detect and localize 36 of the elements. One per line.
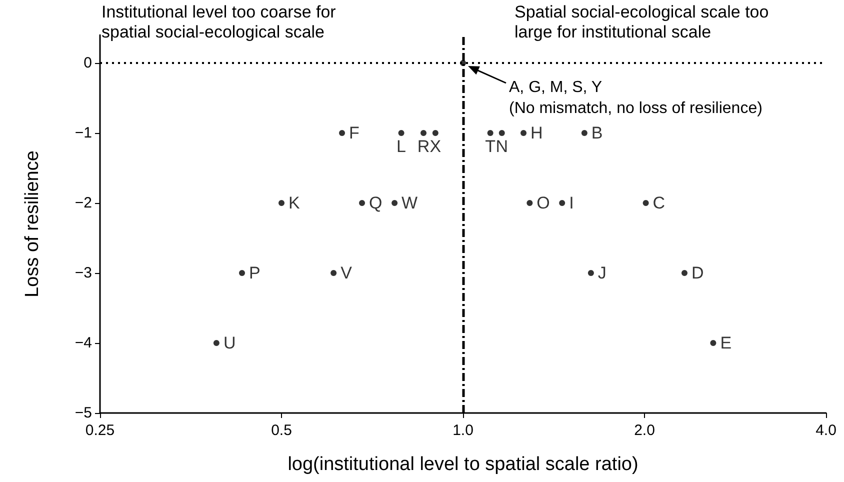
data-label: O	[536, 194, 550, 212]
data-label: W	[402, 194, 418, 212]
data-label: N	[496, 137, 508, 156]
y-tick-label: −3	[74, 264, 92, 282]
y-tick-label: −5	[74, 404, 92, 422]
data-label: V	[340, 264, 353, 282]
data-label: P	[249, 264, 260, 282]
y-tick-label: −1	[74, 124, 92, 142]
x-axis-title: log(institutional level to spatial scale ratio)	[288, 454, 638, 475]
x-tick-label: 0.5	[271, 422, 292, 439]
data-label: E	[720, 334, 732, 352]
data-label: Q	[369, 194, 382, 212]
x-tick-label: 4.0	[816, 422, 836, 439]
x-tick-label: 2.0	[634, 422, 655, 439]
data-label: J	[598, 264, 606, 282]
y-tick-label: −2	[74, 194, 92, 212]
y-tick-label: −4	[74, 334, 92, 352]
data-label: I	[569, 194, 574, 212]
data-label: X	[430, 137, 442, 156]
data-label: C	[652, 194, 666, 212]
data-label: H	[530, 124, 543, 142]
annotation: A, G, M, S, Y (No mismatch, no loss of resilience)	[509, 78, 762, 119]
data-label: R	[417, 137, 430, 156]
annotation: Institutional level too coarse for spatial social-ecological scale	[102, 2, 341, 42]
x-tick-label: 1.0	[452, 422, 474, 439]
data-label: D	[691, 264, 704, 282]
annotation: Spatial social-ecological scale too large for institutional scale	[514, 2, 774, 42]
data-label: T	[485, 137, 496, 156]
data-label: K	[288, 194, 300, 212]
x-tick-label: 0.25	[85, 422, 115, 439]
data-label: B	[591, 124, 603, 142]
data-label: F	[349, 124, 360, 142]
y-tick-label: 0	[84, 54, 92, 72]
y-axis-title: Loss of resilience	[22, 150, 43, 298]
data-label: U	[223, 334, 236, 352]
data-label: L	[396, 137, 406, 156]
